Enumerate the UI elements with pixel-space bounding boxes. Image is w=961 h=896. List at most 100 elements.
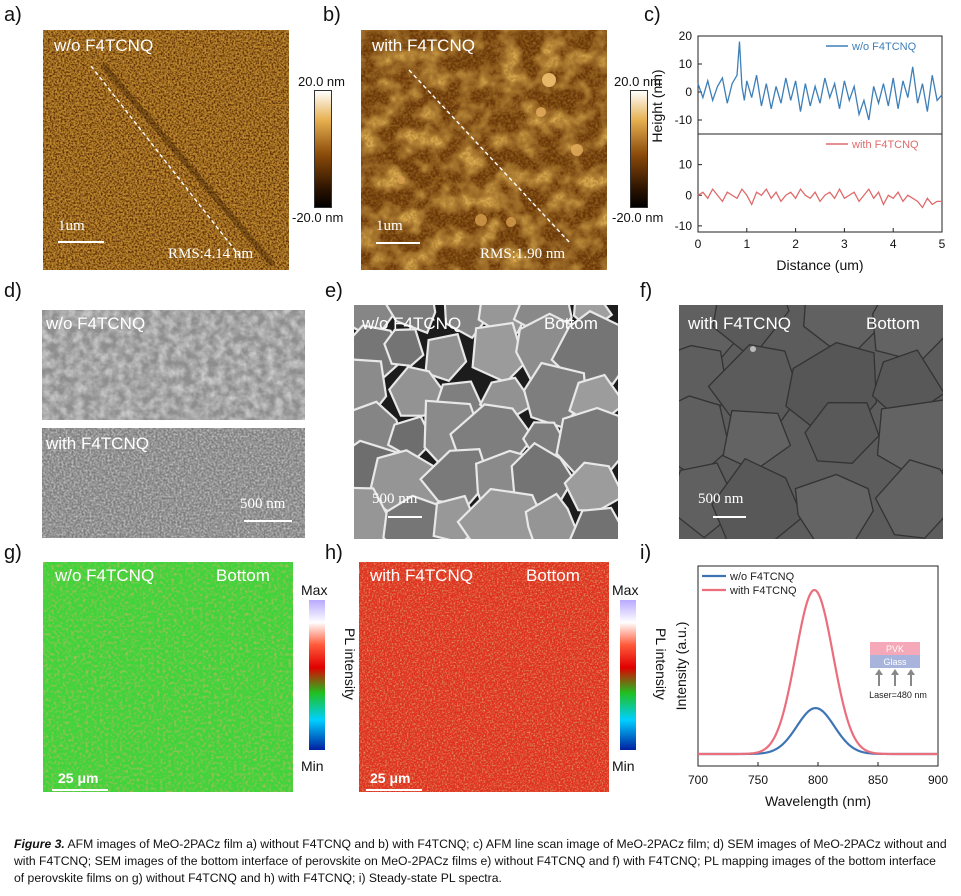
pl-h-side: Bottom (526, 566, 580, 585)
x-tick-label: 900 (928, 773, 948, 787)
panel-label-c: c) (644, 4, 661, 26)
scan-line (90, 65, 242, 259)
legend-label: w/o F4TCNQ (851, 41, 917, 53)
x-tick-label: 2 (792, 237, 799, 251)
pl-g-colorbar (309, 600, 325, 750)
sem-f-side: Bottom (866, 314, 920, 333)
scan-line (408, 69, 572, 245)
series-line (697, 187, 942, 209)
afm-a-cbar-top: 20.0 nm (298, 74, 345, 89)
pl-g-label: w/o F4TCNQ (55, 566, 155, 585)
inset-laser-label: Laser=480 nm (869, 690, 927, 700)
afm-a-scale-bar (58, 241, 104, 243)
sem-e-side: Bottom (544, 314, 598, 333)
afm-b-cbar-bottom: -20.0 nm (612, 210, 664, 225)
laser-arrow-head (891, 669, 899, 675)
grain (385, 305, 437, 335)
sem-e-label: w/o F4TCNQ (362, 314, 462, 333)
afm-a-label: w/o F4TCNQ (54, 36, 154, 55)
grain (569, 506, 618, 539)
grain (874, 459, 943, 539)
y-tick-label: 20 (679, 30, 693, 43)
series-line (698, 706, 938, 756)
afm-b-label: with F4TCNQ (372, 36, 475, 55)
series-line (697, 41, 943, 121)
afm-a-rms: RMS:4.14 nm (168, 246, 254, 262)
x-tick-label: 750 (748, 773, 768, 787)
afm-image-b (361, 30, 607, 270)
y-tick-label: 10 (679, 158, 693, 172)
afm-a-colorbar (314, 90, 332, 208)
x-axis-label: Distance (um) (776, 257, 863, 273)
afm-a-scale-label: 1um (58, 218, 85, 234)
grain (804, 401, 880, 464)
pl-h-colorbar (620, 600, 636, 750)
pl-h-label: with F4TCNQ (370, 566, 473, 585)
panel-label-i: i) (640, 542, 652, 564)
afm-b-colorbar (630, 90, 648, 208)
y-tick-label: 0 (685, 85, 692, 99)
afm-b-rms: RMS:1.90 nm (480, 246, 566, 262)
pl-h-cbar-min: Min (612, 758, 635, 774)
inset-pvk-layer (870, 642, 920, 655)
laser-arrow-head (907, 669, 915, 675)
grain (524, 492, 580, 539)
figure-caption: Figure 3. AFM images of MeO-2PACz film a… (14, 836, 949, 887)
y-axis-label: Height (nm) (649, 69, 665, 142)
grain (711, 457, 804, 539)
sem-d-scale-bar (244, 520, 292, 522)
sem-d-top-image (42, 310, 305, 420)
x-tick-label: 4 (890, 237, 897, 251)
chart-i: w/o F4TCNQ with F4TCNQ 700 750 800 850 900 Wave… (673, 565, 948, 809)
sem-f-label: with F4TCNQ (688, 314, 791, 333)
panel-label-b: b) (323, 4, 341, 26)
pl-g-cbar-max: Max (301, 582, 328, 598)
afm-b-cbar-top: 20.0 nm (614, 74, 661, 89)
grain (794, 473, 874, 539)
pl-h-scale-label: 25 μm (370, 770, 411, 786)
inset-glass-label: Glass (883, 657, 907, 667)
afm-b-scale-label: 1um (376, 218, 403, 234)
afm-image-a (43, 30, 289, 270)
panel-label-f: f) (640, 280, 653, 302)
inset-glass-layer (870, 655, 920, 668)
panel-label-e: e) (325, 280, 343, 302)
sem-e-image (354, 305, 618, 539)
x-tick-label: 800 (808, 773, 828, 787)
panel-label-d: d) (4, 280, 22, 302)
series-line (698, 588, 938, 756)
afm-b-scale-bar (376, 242, 420, 244)
pl-g-scale-bar (52, 789, 108, 791)
x-tick-label: 0 (695, 237, 702, 251)
sem-d-bottom-label: with F4TCNQ (46, 434, 149, 453)
caption-text: AFM images of MeO-2PACz film a) without … (14, 837, 947, 885)
x-tick-label: 3 (841, 237, 848, 251)
y-tick-label: -10 (675, 113, 693, 127)
x-tick-label: 1 (743, 237, 750, 251)
laser-arrow-head (875, 669, 883, 675)
pl-g-cbar-title: PL intensity (342, 628, 358, 700)
sem-e-scale-label: 500 nm (372, 491, 418, 507)
y-axis-label: Intensity (a.u.) (673, 622, 689, 711)
pl-map-h-image (359, 562, 609, 792)
caption-fig-label: Figure 3. (14, 837, 65, 851)
legend-label: with F4TCNQ (729, 585, 797, 597)
sem-d-bottom-image (42, 428, 305, 538)
sem-f-scale-bar (713, 516, 746, 518)
y-tick-label: 0 (685, 188, 692, 202)
y-tick-label: -10 (675, 219, 693, 233)
sem-e-scale-bar (388, 516, 422, 518)
x-tick-label: 850 (868, 773, 888, 787)
inset-pvk-label: PVK (886, 644, 904, 654)
y-tick-label: 10 (679, 57, 693, 71)
pl-g-side: Bottom (216, 566, 270, 585)
x-axis-label: Wavelength (nm) (765, 793, 871, 809)
panel-label-a: a) (4, 4, 22, 26)
grain (383, 328, 425, 367)
x-tick-label: 5 (939, 237, 946, 251)
pl-map-g-image (43, 562, 293, 792)
pl-g-scale-label: 25 μm (58, 770, 99, 786)
grain (456, 487, 548, 539)
sem-d-scale-label: 500 nm (240, 496, 286, 512)
